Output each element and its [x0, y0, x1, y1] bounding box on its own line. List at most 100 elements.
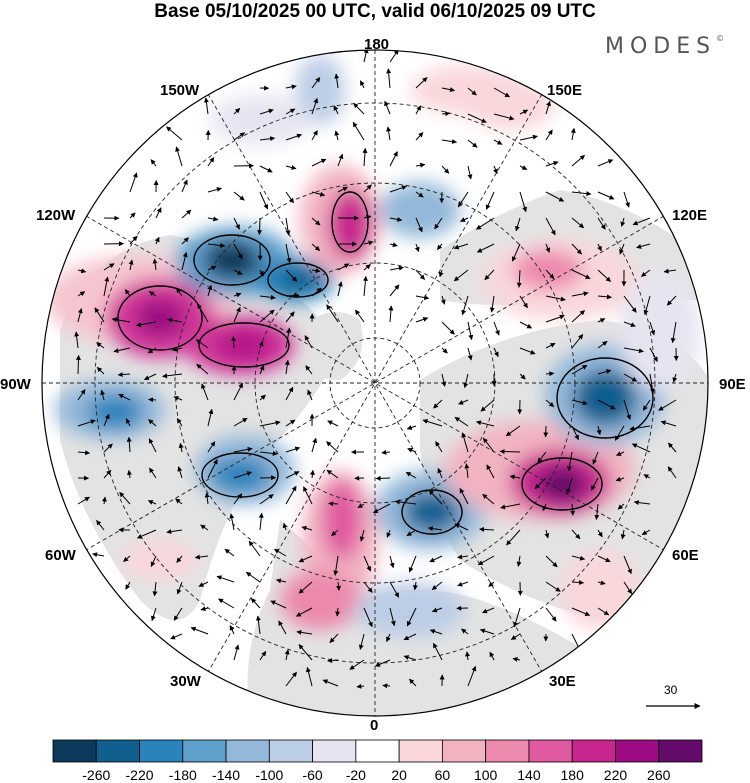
wind-arrow: [259, 650, 267, 661]
wind-arrow: [233, 471, 252, 479]
reference-vector-label: 30: [664, 683, 678, 697]
wind-arrow: [386, 633, 391, 643]
wind-arrow: [519, 109, 529, 115]
wind-arrow: [152, 581, 158, 597]
wind-arrow: [285, 243, 292, 264]
wind-arrow: [119, 491, 131, 505]
colorbar-label: 140: [517, 767, 541, 783]
wind-arrow: [406, 529, 417, 537]
wind-arrow: [545, 100, 551, 115]
wind-arrow: [285, 217, 291, 236]
lon-label-150e: 150E: [547, 82, 583, 99]
wind-arrow: [437, 467, 443, 479]
colorbar-label: -60: [302, 767, 322, 783]
wind-arrow: [207, 157, 215, 167]
wind-arrow: [511, 243, 521, 262]
wind-arrow: [623, 555, 632, 575]
wind-arrow: [233, 243, 243, 260]
wind-arrow: [207, 265, 217, 271]
wind-arrow: [148, 419, 157, 427]
lon-label-30e: 30E: [549, 673, 576, 690]
wind-arrow: [148, 438, 157, 453]
wind-arrow: [384, 100, 391, 115]
wind-arrow: [641, 529, 651, 536]
wind-arrow: [285, 191, 295, 204]
wind-arrow: [406, 607, 417, 627]
wind-arrow: [544, 529, 550, 539]
wind-arrow: [285, 133, 302, 141]
colorbar-label: -260: [82, 767, 110, 783]
wind-arrow: [386, 126, 392, 141]
wind-arrow: [194, 554, 209, 560]
wind-arrow: [311, 287, 322, 297]
wind-arrow: [510, 633, 521, 641]
wind-arrow: [207, 242, 226, 248]
wind-arrow: [519, 373, 526, 380]
wind-arrow: [128, 259, 134, 271]
wind-arrow: [298, 555, 313, 563]
wind-arrow: [233, 191, 245, 201]
wind-arrow: [571, 217, 585, 229]
colorbar-box: [485, 739, 530, 763]
wind-arrow: [284, 649, 290, 661]
wind-arrow: [441, 111, 451, 117]
wind-arrow: [620, 217, 626, 227]
lon-label-150w: 150W: [160, 82, 200, 99]
colorbar-label: -220: [126, 767, 154, 783]
wind-arrow: [229, 625, 235, 635]
wind-arrow: [285, 293, 300, 299]
wind-arrow: [195, 339, 209, 349]
wind-arrow: [173, 607, 183, 621]
wind-arrow: [311, 97, 319, 115]
wind-arrow: [389, 216, 403, 222]
wind-arrow: [129, 212, 136, 219]
wind-arrow: [460, 217, 469, 222]
lon-label-0: 0: [370, 717, 379, 734]
wind-arrow: [285, 446, 301, 453]
wind-arrow: [181, 251, 188, 271]
wind-arrow: [326, 469, 339, 479]
wind-arrow: [461, 432, 469, 453]
wind-arrow: [500, 503, 521, 510]
wind-arrow: [166, 126, 183, 141]
lon-label-180: 180: [364, 36, 390, 53]
colorbar-label: 260: [647, 767, 671, 783]
polar-map: [41, 49, 709, 717]
wind-arrow: [623, 295, 637, 313]
wind-arrow: [147, 347, 157, 354]
wind-arrow: [259, 108, 274, 115]
anomaly-field: [45, 55, 700, 638]
wind-arrow: [77, 268, 87, 274]
wind-arrow: [284, 359, 290, 375]
wind-arrow: [432, 642, 443, 661]
wind-arrow: [129, 172, 138, 193]
wind-arrow: [298, 581, 313, 594]
wind-arrow: [389, 50, 399, 63]
wind-arrow: [389, 555, 395, 569]
wind-arrow: [207, 284, 213, 297]
wind-arrow: [337, 281, 343, 297]
wind-arrow: [275, 578, 287, 584]
wind-arrow: [571, 243, 582, 255]
wind-arrow: [633, 500, 651, 506]
wind-arrow: [285, 419, 296, 427]
wind-arrow: [623, 581, 633, 595]
wind-arrow: [354, 309, 365, 323]
wind-arrow: [429, 629, 443, 635]
wind-arrow: [334, 130, 340, 141]
wind-arrow: [663, 268, 677, 274]
colorbar-box: [658, 739, 703, 763]
wind-arrow: [328, 501, 339, 507]
wind-arrow: [233, 493, 243, 505]
wind-arrow: [480, 399, 495, 412]
wind-arrow: [233, 132, 246, 141]
wind-arrow: [176, 581, 183, 595]
wind-arrow: [516, 555, 522, 567]
wind-arrow: [616, 451, 625, 456]
wind-arrow: [670, 321, 677, 344]
wind-arrow: [499, 449, 521, 455]
wind-arrow: [461, 628, 469, 635]
wind-arrow: [467, 87, 477, 96]
wind-arrow: [150, 607, 157, 622]
wind-arrow: [285, 311, 295, 323]
